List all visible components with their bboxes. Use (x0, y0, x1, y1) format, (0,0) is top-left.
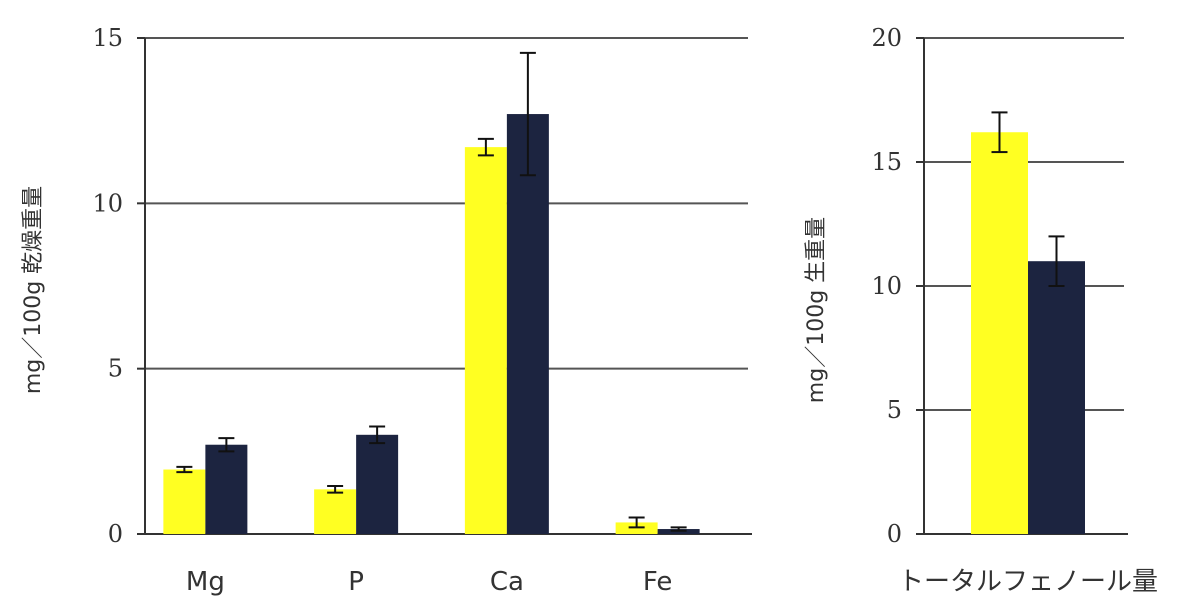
left-category-label: P (348, 567, 364, 597)
left-bar (356, 434, 399, 534)
left-y-tick-label: 10 (92, 189, 123, 217)
left-bar (506, 114, 549, 534)
right-y-axis-label: mg／100g 生重量 (804, 217, 829, 403)
left-y-axis-label: mg／100g 乾燥重量 (21, 186, 46, 394)
left-bar (163, 469, 206, 534)
left-y-tick-label: 15 (92, 24, 123, 52)
left-y-tick-label: 0 (108, 520, 123, 548)
right-bar (971, 132, 1028, 535)
right-y-tick-label: 15 (871, 148, 902, 176)
left-category-label: Ca (490, 567, 524, 597)
right-category-label: トータルフェノール量 (898, 567, 1158, 597)
left-category-label: Mg (186, 567, 225, 597)
left-category-label: Fe (643, 567, 673, 597)
right-bar (1028, 261, 1085, 534)
left-bar (205, 444, 248, 534)
left-chart: 0 5 10 15 Mg P Ca Fe mg／100g 乾燥重量 (21, 24, 752, 597)
right-y-tick-label: 0 (887, 520, 902, 548)
right-y-tick-label: 10 (871, 272, 902, 300)
left-bar (314, 489, 357, 534)
left-y-tick-label: 5 (108, 355, 123, 383)
right-y-tick-label: 5 (887, 396, 902, 424)
right-chart: 0 5 10 15 20 トータルフェノール量 mg／100g 生重量 (804, 24, 1158, 597)
right-y-tick-label: 20 (871, 24, 902, 52)
left-bar (464, 147, 507, 534)
